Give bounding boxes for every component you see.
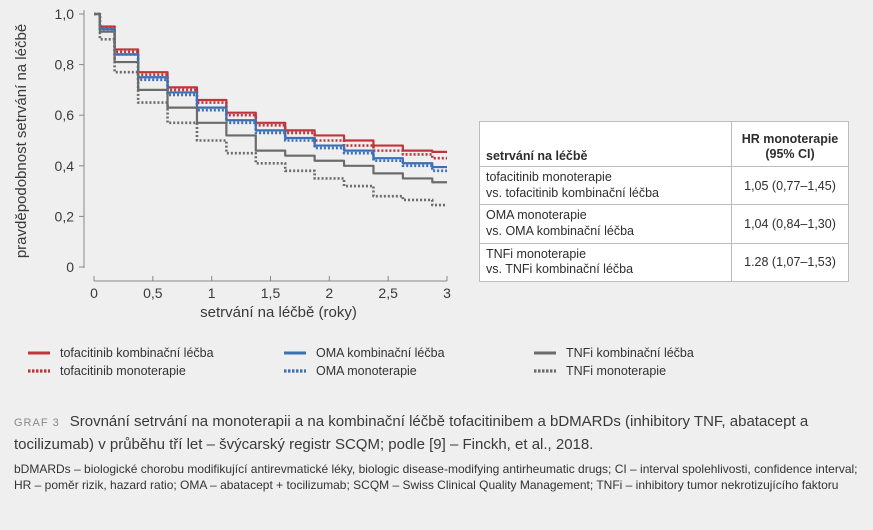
x-tick-label: 3 — [443, 285, 451, 301]
comparison-cell: OMA monoterapie vs. OMA kombinační léčba — [479, 204, 732, 244]
hr-value: 1,04 (0,84–1,30) — [731, 204, 849, 244]
x-axis-title: setrvání na léčbě (roky) — [200, 304, 357, 321]
legend-label: TNFi monoterapie — [566, 364, 667, 378]
legend-swatch — [534, 351, 556, 355]
comparison-cell: tofacitinib monoterapie vs. tofacitinib k… — [479, 165, 732, 206]
legend-label: OMA kombinační léčba — [316, 346, 445, 360]
series-line-tnfi-monoterapie — [94, 12, 447, 207]
table-row: OMA monoterapie vs. OMA kombinační léčba … — [479, 204, 849, 244]
caption-text: Srovnání setrvání na monoterapii a na ko… — [14, 413, 809, 453]
y-tick-label: 0,4 — [55, 158, 75, 174]
figure-caption: GRAF 3 Srovnání setrvání na monoterapii a… — [14, 411, 864, 493]
legend-item-tnfi-kombinacni-lecba: TNFi kombinační léčba — [534, 346, 694, 360]
hr-value: 1.28 (1,07–1,53) — [731, 242, 849, 282]
x-tick-label: 1 — [208, 285, 216, 301]
survival-chart: 0 0,2 0,4 0,6 0,8 1,0 0 0,5 1 1,5 2 2,5 3 setrvání na… — [13, 6, 451, 321]
series-line-oma-monoterapie — [94, 12, 447, 173]
chart-legend: tofacitinib kombinační léčba tofacitinib … — [28, 344, 858, 384]
legend-label: TNFi kombinační léčba — [566, 346, 694, 360]
x-tick-label: 1,5 — [261, 285, 281, 301]
legend-swatch — [28, 351, 50, 355]
y-tick-label: 0,8 — [55, 57, 75, 73]
legend-item-tnfi-monoterapie: TNFi monoterapie — [534, 364, 666, 378]
legend-item-oma-monoterapie: OMA monoterapie — [284, 364, 417, 378]
series-line-tofacitinib-monoterapie — [94, 12, 447, 160]
y-axis-title: pravděpodobnost setrvání na léčbě — [13, 24, 30, 258]
x-tick-label: 2,5 — [378, 285, 398, 301]
hazard-ratio-table: setrvání na léčbě HR monoterapie (95% CI)… — [479, 121, 849, 282]
legend-label: tofacitinib kombinační léčba — [60, 346, 214, 360]
hr-value: 1,05 (0,77–1,45) — [731, 165, 849, 206]
table-row: TNFi monoterapie vs. TNFi kombinační léčb… — [479, 242, 849, 282]
x-tick-label: 0 — [90, 285, 98, 301]
y-tick-label: 0,6 — [55, 107, 75, 123]
x-tick-label: 0,5 — [143, 285, 163, 301]
figure-label: GRAF 3 — [14, 417, 60, 429]
legend-swatch — [28, 369, 50, 373]
legend-item-tofacitinib-kombinacni-lecba: tofacitinib kombinační léčba — [28, 346, 214, 360]
y-tick-label: 0 — [66, 259, 74, 275]
legend-swatch — [284, 369, 306, 373]
legend-swatch — [284, 351, 306, 355]
abbreviations-note: bDMARDs – biologické chorobu modifikujíc… — [14, 462, 858, 492]
comparison-cell: TNFi monoterapie vs. TNFi kombinační léčb… — [479, 242, 732, 282]
legend-item-tofacitinib-monoterapie: tofacitinib monoterapie — [28, 364, 186, 378]
y-tick-label: 1,0 — [55, 6, 75, 22]
legend-item-oma-kombinacni-lecba: OMA kombinační léčba — [284, 346, 445, 360]
column-header-hr: HR monoterapie (95% CI) — [731, 121, 849, 167]
legend-swatch — [534, 369, 556, 373]
series-line-tnfi-kombinacni-lecba — [94, 12, 447, 184]
x-tick-label: 2 — [325, 285, 333, 301]
y-tick-label: 0,2 — [55, 208, 75, 224]
table-row: tofacitinib monoterapie vs. tofacitinib k… — [479, 165, 849, 206]
legend-label: OMA monoterapie — [316, 364, 417, 378]
legend-label: tofacitinib monoterapie — [60, 364, 186, 378]
column-header-treatment: setrvání na léčbě — [479, 121, 732, 167]
